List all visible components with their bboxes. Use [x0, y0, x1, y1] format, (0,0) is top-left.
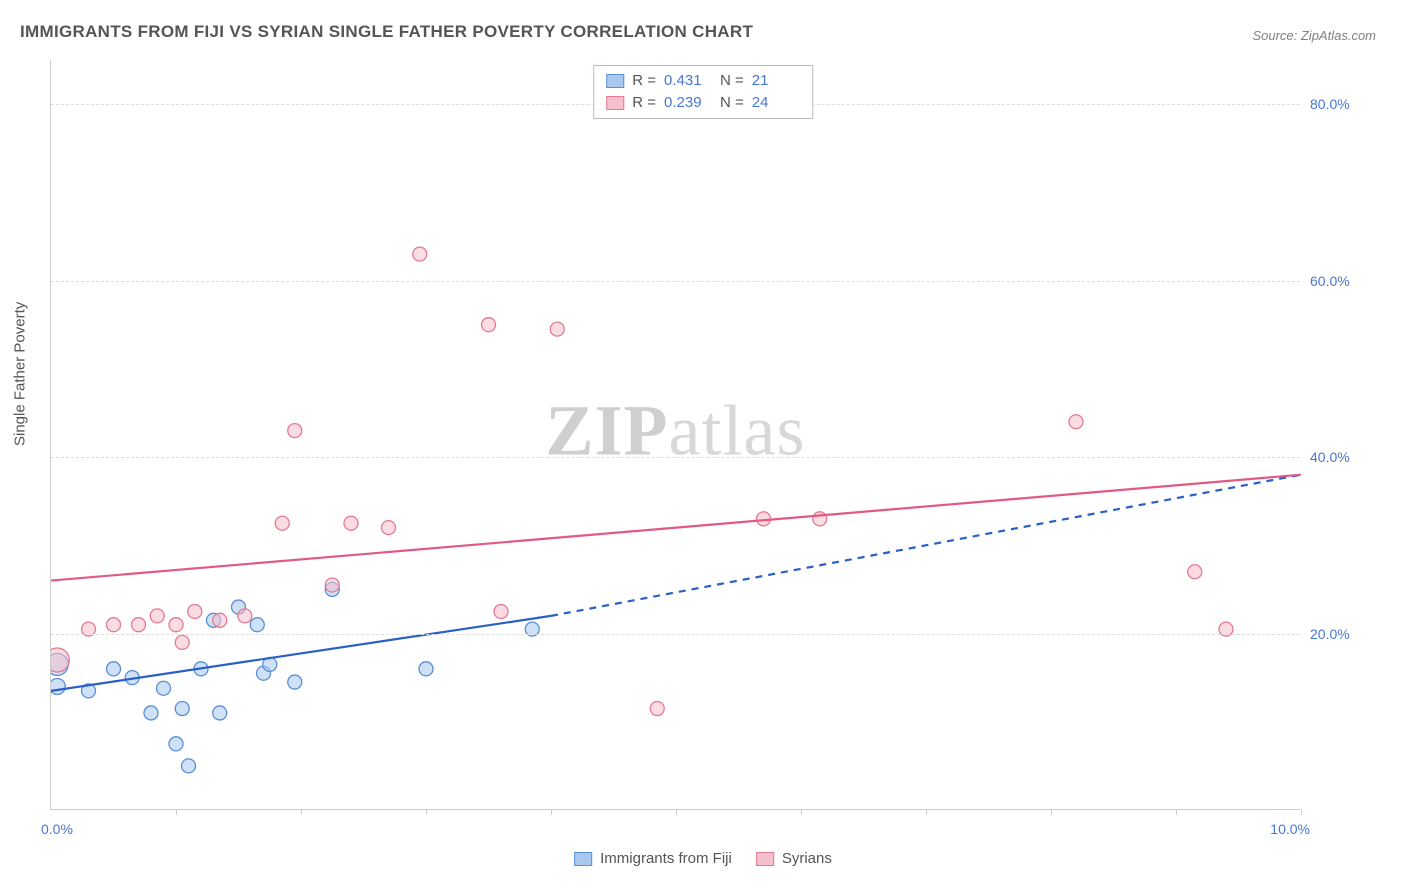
scatter-point [175, 635, 189, 649]
x-tick [801, 809, 802, 815]
y-tick-label: 40.0% [1310, 449, 1370, 465]
scatter-point [213, 613, 227, 627]
x-tick [926, 809, 927, 815]
scatter-point [132, 618, 146, 632]
scatter-point [150, 609, 164, 623]
r-label: R = [632, 92, 656, 114]
legend-row-syrians: R = 0.239 N = 24 [606, 92, 800, 114]
gridline [51, 281, 1300, 282]
scatter-plot-area: ZIPatlas 0.0% 10.0% 20.0%40.0%60.0%80.0% [50, 60, 1300, 810]
scatter-point [382, 521, 396, 535]
n-label: N = [720, 70, 744, 92]
scatter-point [188, 604, 202, 618]
scatter-point [325, 578, 339, 592]
scatter-point [482, 318, 496, 332]
x-tick [551, 809, 552, 815]
x-axis-min-label: 0.0% [41, 821, 73, 837]
scatter-point [213, 706, 227, 720]
x-tick [301, 809, 302, 815]
r-value-fiji: 0.431 [664, 70, 712, 92]
y-tick-label: 60.0% [1310, 273, 1370, 289]
r-label: R = [632, 70, 656, 92]
scatter-point [238, 609, 252, 623]
swatch-fiji [574, 852, 592, 866]
scatter-point [288, 424, 302, 438]
scatter-point [107, 662, 121, 676]
scatter-point [1069, 415, 1083, 429]
legend-label-syrians: Syrians [782, 850, 832, 867]
swatch-syrians [756, 852, 774, 866]
swatch-fiji [606, 74, 624, 88]
trend-line [551, 475, 1301, 616]
x-tick [426, 809, 427, 815]
scatter-point [250, 618, 264, 632]
scatter-point [550, 322, 564, 336]
legend-row-fiji: R = 0.431 N = 21 [606, 70, 800, 92]
x-tick [1051, 809, 1052, 815]
scatter-point [413, 247, 427, 261]
scatter-point [813, 512, 827, 526]
trend-line [51, 475, 1301, 581]
n-value-syrians: 24 [752, 92, 800, 114]
scatter-point [169, 618, 183, 632]
scatter-point [1188, 565, 1202, 579]
gridline [51, 634, 1300, 635]
scatter-point [344, 516, 358, 530]
source-attribution: Source: ZipAtlas.com [1252, 28, 1376, 43]
r-value-syrians: 0.239 [664, 92, 712, 114]
scatter-point [275, 516, 289, 530]
swatch-syrians [606, 96, 624, 110]
correlation-legend: R = 0.431 N = 21 R = 0.239 N = 24 [593, 65, 813, 119]
n-label: N = [720, 92, 744, 114]
series-legend: Immigrants from Fiji Syrians [574, 850, 832, 867]
scatter-point [419, 662, 433, 676]
legend-item-syrians: Syrians [756, 850, 832, 867]
scatter-svg [51, 60, 1301, 810]
legend-label-fiji: Immigrants from Fiji [600, 850, 732, 867]
x-tick [1301, 809, 1302, 815]
scatter-point [107, 618, 121, 632]
y-axis-label: Single Father Poverty [12, 302, 29, 446]
scatter-point [494, 604, 508, 618]
gridline [51, 457, 1300, 458]
n-value-fiji: 21 [752, 70, 800, 92]
scatter-point [650, 702, 664, 716]
scatter-point [288, 675, 302, 689]
x-tick [176, 809, 177, 815]
scatter-point [51, 678, 65, 694]
scatter-point [51, 648, 69, 672]
x-tick [1176, 809, 1177, 815]
chart-title: IMMIGRANTS FROM FIJI VS SYRIAN SINGLE FA… [20, 22, 753, 42]
scatter-point [157, 681, 171, 695]
y-tick-label: 20.0% [1310, 626, 1370, 642]
x-axis-max-label: 10.0% [1270, 821, 1310, 837]
scatter-point [182, 759, 196, 773]
x-tick [676, 809, 677, 815]
scatter-point [144, 706, 158, 720]
scatter-point [175, 702, 189, 716]
y-tick-label: 80.0% [1310, 96, 1370, 112]
scatter-point [169, 737, 183, 751]
legend-item-fiji: Immigrants from Fiji [574, 850, 732, 867]
